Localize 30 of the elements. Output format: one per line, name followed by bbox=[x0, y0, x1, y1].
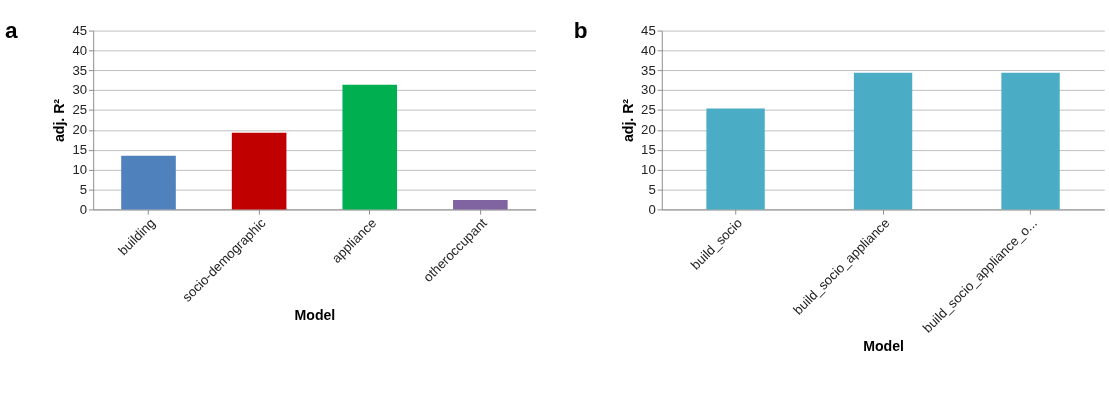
y-tick-label: 10 bbox=[641, 161, 656, 177]
y-tick-label: 30 bbox=[641, 82, 656, 98]
y-axis-title: adj. R² bbox=[619, 98, 636, 143]
chart-title: b bbox=[573, 18, 588, 44]
y-tick-label: 5 bbox=[648, 181, 656, 197]
y-tick-label: 45 bbox=[72, 22, 88, 38]
y-axis-title: adj. R² bbox=[50, 98, 67, 143]
y-tick-label: 25 bbox=[72, 102, 88, 118]
y-tick-label: 15 bbox=[72, 142, 88, 158]
chart-title: a bbox=[5, 18, 19, 44]
y-tick-label: 5 bbox=[79, 181, 88, 197]
y-tick-label: 10 bbox=[72, 161, 88, 177]
y-tick-label: 25 bbox=[641, 102, 656, 118]
y-tick-label: 20 bbox=[72, 122, 88, 138]
y-tick-label: 0 bbox=[648, 201, 656, 217]
bar bbox=[121, 155, 176, 210]
y-tick-label: 45 bbox=[641, 22, 656, 38]
bar bbox=[342, 84, 398, 210]
x-axis-title: Model bbox=[294, 306, 336, 323]
x-axis-title: Model bbox=[863, 337, 904, 354]
y-tick-label: 35 bbox=[72, 62, 88, 78]
y-tick-label: 35 bbox=[641, 62, 656, 78]
y-tick-label: 40 bbox=[641, 42, 656, 58]
y-tick-label: 40 bbox=[72, 42, 88, 58]
bar bbox=[231, 132, 287, 210]
y-tick-label: 15 bbox=[641, 142, 656, 158]
y-tick-label: 20 bbox=[641, 122, 656, 138]
y-tick-label: 0 bbox=[79, 201, 88, 217]
bar bbox=[453, 199, 508, 210]
y-tick-label: 30 bbox=[72, 82, 88, 98]
